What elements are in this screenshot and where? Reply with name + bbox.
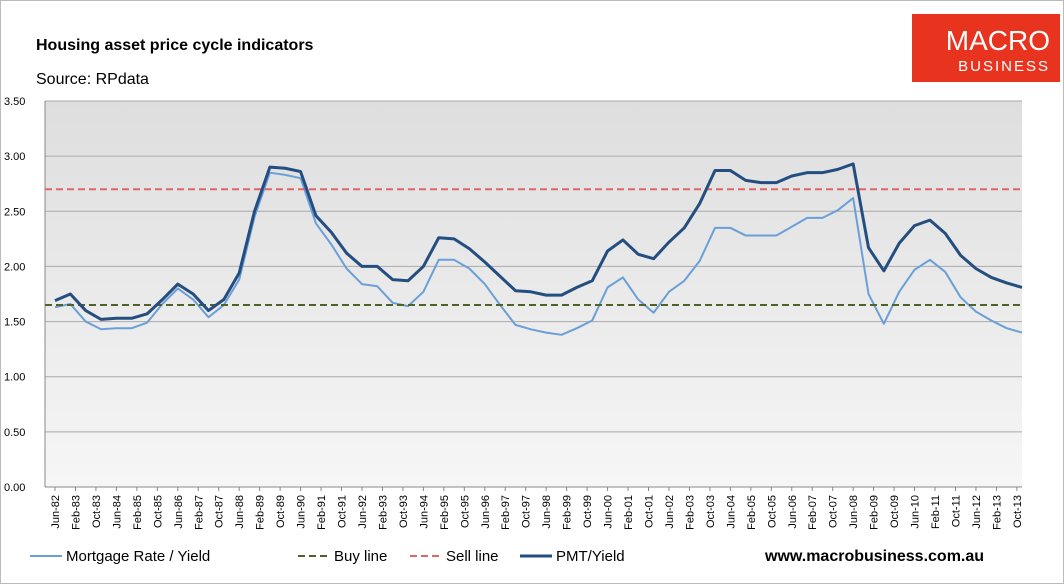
- x-tick-label: Oct-97: [521, 495, 533, 528]
- x-tick-label: Feb-91: [316, 495, 328, 530]
- y-tick-label: 3.00: [4, 151, 25, 163]
- y-tick-label: 2.00: [4, 261, 25, 273]
- y-tick-label: 2.50: [4, 206, 25, 218]
- x-tick-label: Feb-93: [377, 495, 389, 530]
- x-tick-label: Jun-12: [971, 495, 983, 529]
- x-tick-label: Oct-83: [91, 495, 103, 528]
- x-tick-label: Jun-98: [541, 495, 553, 529]
- x-tick-label: Oct-85: [152, 495, 164, 528]
- x-tick-label: Oct-91: [337, 495, 349, 528]
- logo: [912, 14, 1060, 82]
- x-tick-label: Oct-03: [705, 495, 717, 528]
- x-tick-label: Jun-86: [173, 495, 185, 529]
- x-tick-label: Jun-82: [50, 495, 62, 529]
- x-tick-label: Feb-95: [439, 495, 451, 530]
- x-tick-label: Oct-99: [582, 495, 594, 528]
- x-tick-label: Feb-13: [991, 495, 1003, 530]
- y-tick-label: 0.00: [4, 482, 25, 494]
- legend-label: Mortgage Rate / Yield: [66, 548, 210, 565]
- x-tick-label: Oct-01: [644, 495, 656, 528]
- x-tick-label: Jun-96: [480, 495, 492, 529]
- x-tick-label: Oct-13: [1012, 495, 1024, 528]
- x-tick-label: Feb-83: [70, 495, 82, 530]
- x-tick-label: Jun-08: [848, 495, 860, 529]
- x-tick-label: Feb-97: [500, 495, 512, 530]
- x-tick-label: Jun-10: [910, 495, 922, 529]
- x-tick-label: Feb-09: [869, 495, 881, 530]
- x-tick-label: Jun-06: [787, 495, 799, 529]
- x-tick-label: Jun-92: [357, 495, 369, 529]
- x-tick-label: Oct-11: [950, 495, 962, 527]
- x-tick-label: Feb-11: [930, 495, 942, 529]
- series-line: [54, 171, 1023, 336]
- x-tick-label: Jun-88: [234, 495, 246, 529]
- logo-text: BUSINESS: [958, 58, 1050, 75]
- series-line: [54, 162, 1023, 321]
- x-tick-label: Jun-90: [296, 495, 308, 529]
- x-tick-label: Feb-03: [684, 495, 696, 530]
- x-tick-label: Jun-02: [664, 495, 676, 529]
- x-tick-label: Jun-00: [603, 495, 615, 529]
- legend-label: Buy line: [334, 548, 387, 565]
- x-tick-label: Feb-85: [132, 495, 144, 530]
- chart-title: Housing asset price cycle indicators: [36, 37, 314, 54]
- x-tick-label: Oct-89: [275, 495, 287, 528]
- x-tick-label: Feb-89: [255, 495, 267, 530]
- chart-subtitle: Source: RPdata: [36, 71, 149, 88]
- x-tick-label: Oct-05: [766, 495, 778, 528]
- x-tick-label: Feb-99: [562, 495, 574, 530]
- x-tick-label: Oct-09: [889, 495, 901, 528]
- y-tick-label: 0.50: [4, 427, 25, 439]
- x-tick-label: Feb-01: [623, 495, 635, 530]
- x-tick-label: Jun-84: [111, 495, 123, 529]
- x-tick-label: Jun-04: [725, 495, 737, 529]
- x-tick-label: Feb-05: [746, 495, 758, 530]
- x-tick-label: Oct-87: [214, 495, 226, 528]
- y-tick-label: 3.50: [4, 96, 25, 108]
- footer: www.macrobusiness.com.au: [764, 548, 984, 565]
- legend-label: PMT/Yield: [556, 548, 625, 565]
- x-tick-label: Oct-93: [398, 495, 410, 528]
- y-tick-label: 1.00: [4, 372, 25, 384]
- plot-area: [45, 101, 1022, 487]
- y-tick-label: 1.50: [4, 317, 25, 329]
- x-tick-label: Jun-94: [418, 495, 430, 529]
- x-tick-label: Oct-07: [828, 495, 840, 528]
- x-tick-label: Feb-87: [193, 495, 205, 530]
- x-tick-label: Feb-07: [807, 495, 819, 530]
- legend-label: Sell line: [446, 548, 499, 565]
- logo-text: MACRO: [946, 25, 1050, 56]
- x-tick-label: Oct-95: [459, 495, 471, 528]
